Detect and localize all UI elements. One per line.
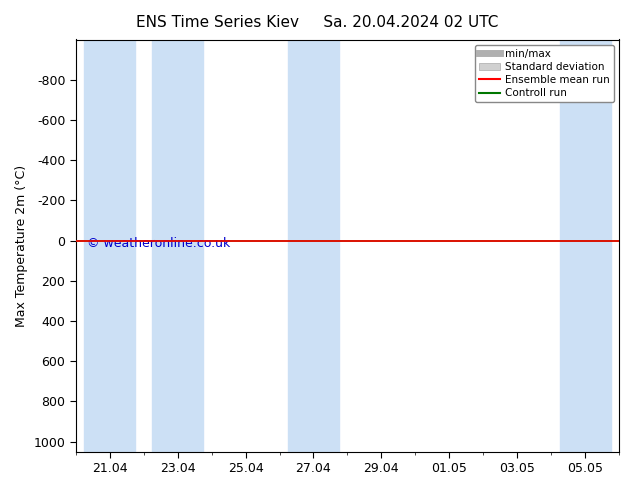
Bar <box>152 40 203 452</box>
Y-axis label: Max Temperature 2m (°C): Max Temperature 2m (°C) <box>15 165 28 327</box>
Text: ENS Time Series Kiev     Sa. 20.04.2024 02 UTC: ENS Time Series Kiev Sa. 20.04.2024 02 U… <box>136 15 498 30</box>
Text: © weatheronline.co.uk: © weatheronline.co.uk <box>87 237 230 250</box>
Legend: min/max, Standard deviation, Ensemble mean run, Controll run: min/max, Standard deviation, Ensemble me… <box>475 45 614 102</box>
Bar <box>560 40 611 452</box>
Bar <box>288 40 339 452</box>
Bar <box>84 40 135 452</box>
